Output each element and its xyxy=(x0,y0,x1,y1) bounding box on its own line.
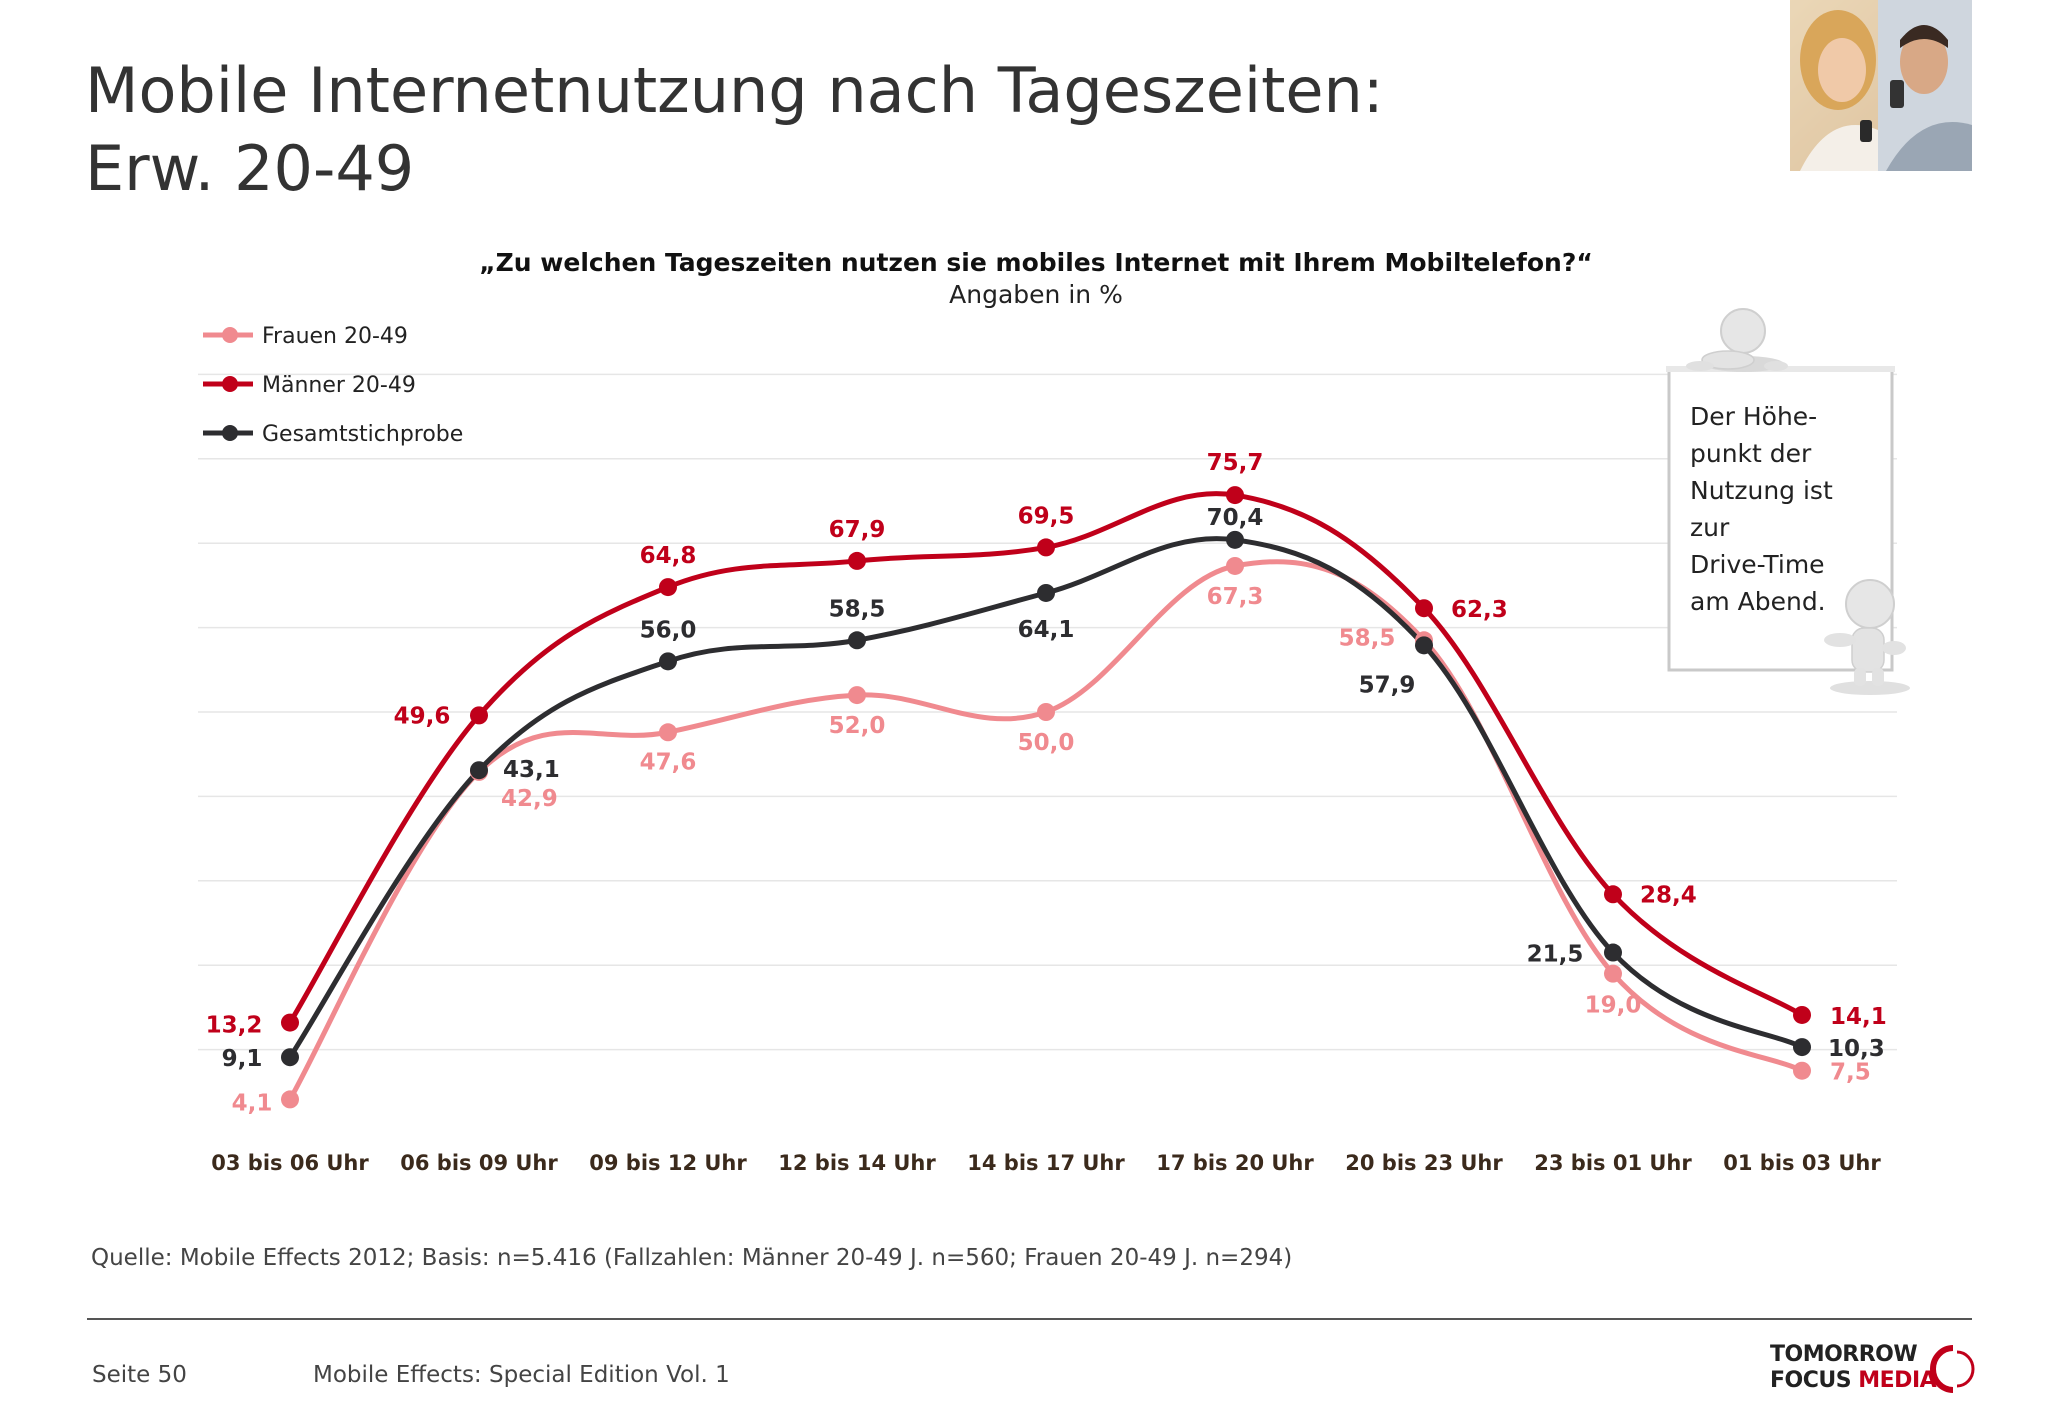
series-points xyxy=(281,486,1811,1109)
data-point xyxy=(1037,703,1055,721)
data-label: 62,3 xyxy=(1451,597,1508,623)
figure-top-icon xyxy=(1686,308,1788,372)
data-label: 13,2 xyxy=(206,1013,263,1039)
data-labels: 4,1 42,9 47,6 52,0 50,0 67,3 58,5 19,0 7,5 13,2 49… xyxy=(206,450,1887,1116)
data-label: 67,9 xyxy=(829,517,886,543)
data-label: 49,6 xyxy=(394,703,451,729)
x-tick-labels: 03 bis 06 Uhr 06 bis 09 Uhr 09 bis 12 Uhr 1… xyxy=(211,1151,1881,1175)
data-point xyxy=(659,723,677,742)
legend-swatch-dot xyxy=(222,425,238,441)
legend-swatch-dot xyxy=(222,376,238,392)
legend: Frauen 20-49 Männer 20-49 Gesamtstichprobe xyxy=(203,324,463,447)
data-label: 21,5 xyxy=(1527,942,1584,968)
data-point xyxy=(1604,885,1622,904)
note-text: Der Höhe- punkt der Nutzung ist zur Driv… xyxy=(1690,398,1890,620)
data-label: 7,5 xyxy=(1830,1060,1871,1086)
data-point xyxy=(470,706,488,725)
legend-label: Gesamtstichprobe xyxy=(262,422,463,447)
logo-line-2: FOCUS MEDIA xyxy=(1770,1368,1937,1394)
data-point xyxy=(1226,556,1244,575)
data-label: 43,1 xyxy=(503,757,560,783)
data-point xyxy=(1415,636,1433,655)
data-label: 10,3 xyxy=(1828,1036,1885,1062)
x-tick-label: 23 bis 01 Uhr xyxy=(1534,1151,1692,1175)
data-point xyxy=(1793,1038,1811,1057)
data-point xyxy=(1226,486,1244,505)
data-label: 52,0 xyxy=(829,713,886,739)
data-label: 70,4 xyxy=(1207,505,1264,531)
note-line: Drive-Time xyxy=(1690,550,1825,579)
data-point xyxy=(281,1013,299,1032)
logo-word-focus: FOCUS xyxy=(1770,1368,1852,1393)
legend-swatch-dot xyxy=(222,327,238,343)
slide-title-line-2: Erw. 20-49 xyxy=(85,132,415,205)
data-label: 47,6 xyxy=(640,749,697,775)
x-tick-label: 06 bis 09 Uhr xyxy=(400,1151,558,1175)
data-label: 9,1 xyxy=(222,1046,263,1072)
data-label: 4,1 xyxy=(232,1090,273,1116)
data-point xyxy=(1037,583,1055,602)
x-tick-label: 17 bis 20 Uhr xyxy=(1156,1151,1314,1175)
data-label: 50,0 xyxy=(1018,730,1075,756)
page-number: Seite 50 xyxy=(92,1362,187,1388)
data-point xyxy=(1793,1005,1811,1024)
figure-bottom-icon xyxy=(1824,579,1910,695)
data-point xyxy=(659,578,677,597)
chart-title: „Zu welchen Tageszeiten nutzen sie mobil… xyxy=(479,248,1593,277)
data-point xyxy=(281,1048,299,1067)
data-point xyxy=(1226,530,1244,549)
footer-divider xyxy=(87,1318,1972,1320)
x-tick-label: 12 bis 14 Uhr xyxy=(778,1151,936,1175)
x-tick-label: 03 bis 06 Uhr xyxy=(211,1151,369,1175)
x-tick-label: 14 bis 17 Uhr xyxy=(967,1151,1125,1175)
data-point xyxy=(1037,538,1055,557)
data-label: 64,1 xyxy=(1018,617,1075,643)
data-point xyxy=(848,686,866,705)
data-label: 19,0 xyxy=(1585,993,1642,1019)
legend-label: Frauen 20-49 xyxy=(262,324,408,349)
slide-title-line-1: Mobile Internetnutzung nach Tageszeiten: xyxy=(85,54,1384,127)
data-label: 14,1 xyxy=(1830,1004,1887,1030)
note-line: zur xyxy=(1690,513,1730,542)
x-tick-label: 20 bis 23 Uhr xyxy=(1345,1151,1503,1175)
data-point xyxy=(659,652,677,671)
note-line: punkt der xyxy=(1690,439,1812,468)
logo-line-1: TOMORROW xyxy=(1770,1342,1918,1367)
note-line: am Abend. xyxy=(1690,587,1826,616)
data-label: 42,9 xyxy=(501,786,558,812)
data-label: 64,8 xyxy=(640,543,697,569)
data-point xyxy=(848,631,866,650)
data-point xyxy=(1415,599,1433,618)
data-label: 28,4 xyxy=(1640,882,1697,908)
logo-word-media: MEDIA xyxy=(1858,1368,1937,1393)
people-photo xyxy=(1790,0,1972,171)
data-label: 67,3 xyxy=(1207,584,1264,610)
people-photo-illustration xyxy=(1790,0,1972,171)
chart-subtitle: Angaben in % xyxy=(949,280,1123,309)
company-logo: TOMORROW FOCUS MEDIA xyxy=(1770,1342,1975,1394)
data-label: 58,5 xyxy=(1339,625,1396,651)
logo-ring-icon xyxy=(1930,1345,1975,1393)
legend-label: Männer 20-49 xyxy=(262,373,416,398)
data-label: 58,5 xyxy=(829,596,886,622)
data-label: 69,5 xyxy=(1018,503,1075,529)
footer-publication: Mobile Effects: Special Edition Vol. 1 xyxy=(313,1362,730,1388)
data-point xyxy=(1604,943,1622,962)
x-tick-label: 09 bis 12 Uhr xyxy=(589,1151,747,1175)
x-tick-label: 01 bis 03 Uhr xyxy=(1723,1151,1881,1175)
data-label: 57,9 xyxy=(1359,672,1416,698)
source-note: Quelle: Mobile Effects 2012; Basis: n=5.… xyxy=(91,1245,1293,1271)
data-point xyxy=(470,761,488,780)
data-point xyxy=(281,1090,299,1109)
data-point xyxy=(1604,964,1622,983)
data-label: 56,0 xyxy=(640,617,697,643)
data-point xyxy=(1793,1061,1811,1080)
data-point xyxy=(848,551,866,570)
data-label: 75,7 xyxy=(1207,450,1264,476)
note-line: Nutzung ist xyxy=(1690,476,1833,505)
note-line: Der Höhe- xyxy=(1690,402,1818,431)
slide-title: Mobile Internetnutzung nach Tageszeiten:… xyxy=(85,52,1384,208)
